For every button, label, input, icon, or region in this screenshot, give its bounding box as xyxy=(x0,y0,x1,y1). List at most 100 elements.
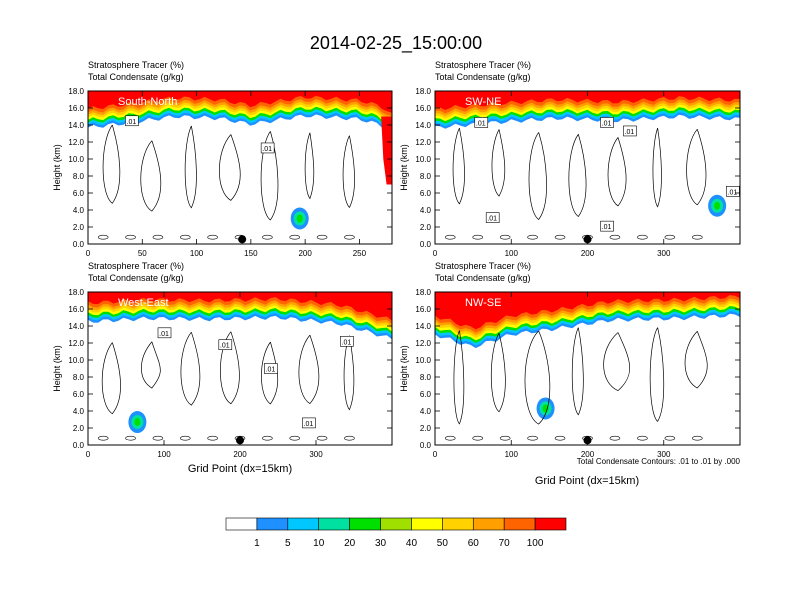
condensate-contour-low xyxy=(97,435,109,441)
condensate-contour-low xyxy=(179,435,191,441)
contour-label-box xyxy=(218,339,233,351)
condensate-contour xyxy=(342,135,355,209)
x-tick-label: 300 xyxy=(309,450,323,459)
y-tick-label: 6.0 xyxy=(73,189,85,198)
x-axis-label-left: Grid Point (dx=15km) xyxy=(188,463,292,475)
x-tick-label: 100 xyxy=(505,450,519,459)
panel-subtitle-condensate: Total Condensate (g/kg) xyxy=(88,273,184,283)
contour-label: .01 xyxy=(625,129,635,136)
x-tick-label: 0 xyxy=(86,249,91,258)
x-tick-label: 0 xyxy=(433,450,438,459)
condensate-contour xyxy=(260,131,279,221)
condensate-contour-low xyxy=(664,234,676,240)
y-tick-label: 16.0 xyxy=(415,104,431,113)
x-tick-label: 200 xyxy=(298,249,312,258)
y-tick-label: 18.0 xyxy=(68,288,84,297)
y-tick-label: 2.0 xyxy=(73,223,85,232)
contour-label-box xyxy=(340,335,354,347)
y-tick-label: 18.0 xyxy=(415,288,431,297)
plot-area: .01 .01 .01 .01 .01 xyxy=(88,292,392,445)
panel-2: Stratosphere Tracer (%) Total Condensate … xyxy=(399,60,741,258)
location-marker xyxy=(238,235,247,244)
y-tick-label: 16.0 xyxy=(415,305,431,314)
y-tick-label: 10.0 xyxy=(68,356,84,365)
y-tick-label: 18.0 xyxy=(415,87,431,96)
condensate-contour-low xyxy=(664,435,676,441)
condensate-contour-low xyxy=(289,435,301,441)
condensate-contour-low xyxy=(316,234,328,240)
condensate-contour-low xyxy=(691,234,703,240)
condensate-contour-low xyxy=(344,435,355,441)
y-tick-label: 0.0 xyxy=(73,441,85,450)
condensate-contour-low xyxy=(472,234,484,240)
panel-label: SW-NE xyxy=(465,96,501,108)
condensate-contour-low xyxy=(316,435,328,441)
condensate-contour xyxy=(141,341,161,389)
colorbar-segment xyxy=(349,517,381,531)
x-tick-label: 300 xyxy=(657,450,671,459)
contour-label: .01 xyxy=(159,331,169,338)
condensate-contour xyxy=(101,342,121,415)
contour-label: .01 xyxy=(602,224,612,231)
condensate-contour xyxy=(453,330,465,425)
colorbar-label: 100 xyxy=(527,538,544,549)
x-tick-label: 200 xyxy=(233,450,247,459)
y-tick-label: 8.0 xyxy=(73,373,85,382)
condensate-contour-low xyxy=(527,435,538,441)
y-tick-label: 12.0 xyxy=(415,138,431,147)
plot-area: .01 .01 xyxy=(88,91,392,244)
x-tick-label: 100 xyxy=(190,249,204,258)
x-tick-label: 100 xyxy=(157,450,171,459)
contour-label-box xyxy=(726,186,740,197)
colorbar-segment xyxy=(318,517,350,531)
condensate-contour-low xyxy=(207,234,218,240)
contour-label: .01 xyxy=(262,146,272,153)
condensate-contour xyxy=(184,125,197,209)
colorbar-label: 40 xyxy=(406,538,418,549)
condensate-contour-low xyxy=(289,234,301,240)
contour-label: .01 xyxy=(127,119,137,126)
y-tick-label: 14.0 xyxy=(68,322,84,331)
contour-label: .01 xyxy=(342,339,352,346)
condensate-contour xyxy=(524,330,551,425)
y-tick-label: 2.0 xyxy=(73,424,85,433)
condensate-contour-low xyxy=(527,234,538,240)
x-tick-label: 0 xyxy=(86,450,91,459)
y-tick-label: 6.0 xyxy=(420,390,432,399)
contour-label: .01 xyxy=(602,120,612,127)
y-tick-label: 14.0 xyxy=(68,121,84,130)
condensate-contour xyxy=(652,127,662,208)
condensate-contour xyxy=(490,332,506,413)
condensate-contour xyxy=(686,128,707,206)
colorbar-segment xyxy=(503,517,536,531)
y-tick-label: 6.0 xyxy=(420,189,432,198)
condensate-contour xyxy=(261,341,279,405)
condensate-contour-low xyxy=(179,234,191,240)
y-tick-label: 8.0 xyxy=(73,172,85,181)
condensate-contour xyxy=(219,331,240,405)
plot-area: .01 .01 .01 .01 .01 .01 xyxy=(435,91,740,244)
colorbar-label: 10 xyxy=(313,538,325,549)
y-tick-label: 18.0 xyxy=(68,87,84,96)
condensate-contour-low xyxy=(444,435,456,441)
x-tick-label: 50 xyxy=(138,249,147,258)
contour-label: .01 xyxy=(476,120,486,127)
figure-title: 2014-02-25_15:00:00 xyxy=(309,33,483,53)
tracer-band xyxy=(435,292,740,330)
condensate-contour-low xyxy=(691,435,703,441)
colorbar-segment xyxy=(287,517,320,531)
contour-label-box xyxy=(260,142,275,154)
condensate-contour-low xyxy=(637,435,648,441)
panel-label: West-East xyxy=(118,297,169,309)
panel-4: Stratosphere Tracer (%) Total Condensate … xyxy=(399,261,741,459)
contour-label-box xyxy=(474,117,489,128)
condensate-contour-low xyxy=(472,435,484,441)
condensate-contour xyxy=(649,327,665,422)
condensate-contour xyxy=(684,331,708,389)
y-tick-label: 0.0 xyxy=(420,240,432,249)
condensate-contour xyxy=(491,129,506,197)
y-tick-label: 10.0 xyxy=(415,356,431,365)
condensate-contour-low xyxy=(125,234,136,240)
condensate-contour xyxy=(304,132,315,200)
tracer-plume xyxy=(381,116,392,185)
